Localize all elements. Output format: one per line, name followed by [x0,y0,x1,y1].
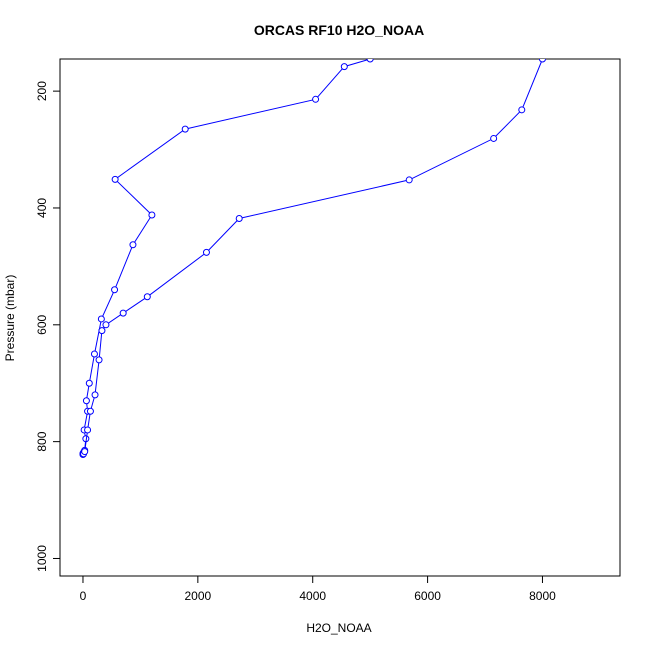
data-point [86,407,94,415]
data-point [148,211,156,219]
data-point [518,106,526,114]
series-2 [79,59,546,458]
series-layer [79,59,546,458]
x-tick-label: 0 [80,589,87,603]
data-point [143,293,151,301]
y-tick-label: 800 [35,431,49,451]
x-tick-label: 4000 [299,589,326,603]
data-point [129,241,137,249]
series-1 [79,59,374,457]
y-tick-label: 400 [35,198,49,218]
series-line [82,59,371,454]
data-point [405,176,413,184]
data-point [98,327,106,335]
data-point [490,134,498,142]
data-point [90,350,98,358]
x-axis-label: H2O_NOAA [306,621,371,635]
chart-title: ORCAS RF10 H2O_NOAA [254,22,424,38]
data-point [111,286,119,294]
data-point [85,379,93,387]
data-point [95,356,103,364]
data-point [312,95,320,103]
y-tick-label: 200 [35,81,49,101]
series-line [82,59,543,455]
data-point [102,321,110,329]
x-axis: 0 2000 4000 6000 8000 [80,576,556,603]
data-point [91,391,99,399]
data-point [111,175,119,183]
x-tick-label: 2000 [184,589,211,603]
y-tick-label: 600 [35,314,49,334]
plot-frame [59,58,621,577]
data-point [119,309,127,317]
y-axis-label: Pressure (mbar) [3,275,17,362]
data-point [97,315,105,323]
data-point [82,397,90,405]
data-point [235,214,243,222]
data-point [181,125,189,133]
x-tick-label: 6000 [414,589,441,603]
data-point [366,59,374,63]
data-point [202,248,210,256]
data-point [538,59,546,63]
data-point [84,426,92,434]
y-tick-label: 1000 [35,545,49,572]
x-tick-label: 8000 [529,589,556,603]
data-point [81,448,89,456]
data-point [340,63,348,71]
y-axis: 200 400 600 800 1000 [35,81,60,572]
